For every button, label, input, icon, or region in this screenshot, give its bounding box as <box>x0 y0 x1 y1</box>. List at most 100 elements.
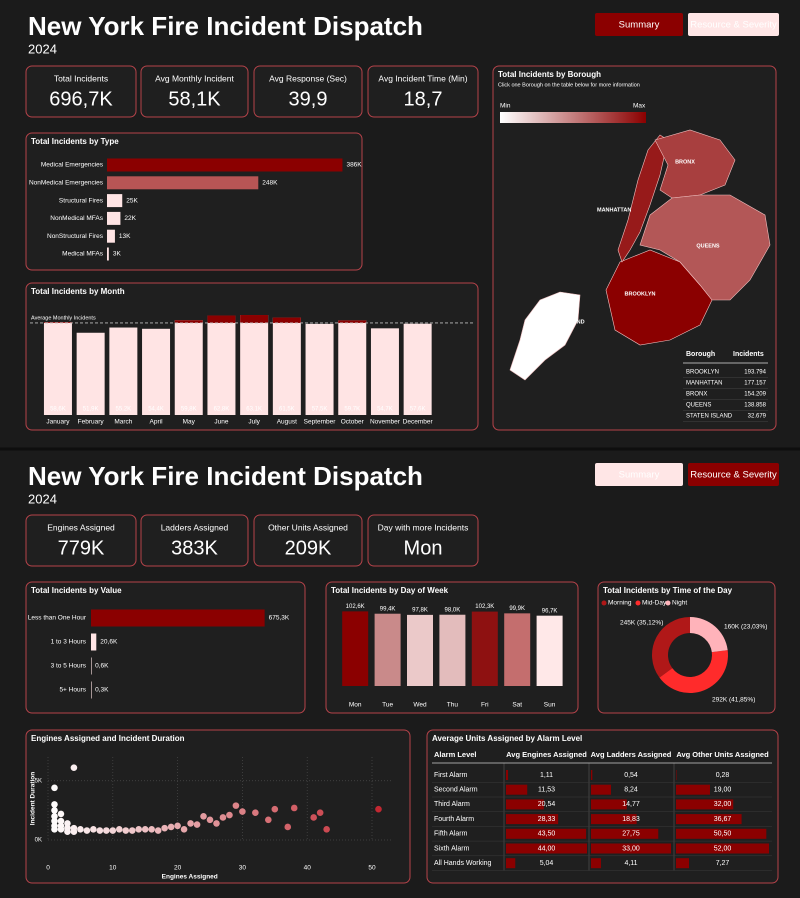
value-label: 61,5K <box>279 407 295 413</box>
scatter-point <box>316 809 324 817</box>
value-label: 0,6K <box>95 663 109 670</box>
table-header: Alarm Level <box>434 750 477 759</box>
kpi-value: 18,7 <box>404 88 443 110</box>
value-label: 62,8K <box>214 407 230 413</box>
scatter-point <box>77 826 84 833</box>
nav-button[interactable] <box>595 13 683 36</box>
nav-button[interactable] <box>688 13 779 36</box>
donut-label: 292K (41,85%) <box>712 697 755 704</box>
scatter-point <box>187 820 194 827</box>
category-label: Wed <box>413 702 427 709</box>
nav-button[interactable] <box>595 463 683 486</box>
column <box>407 614 433 686</box>
scatter-point <box>57 810 65 818</box>
scatter-point <box>51 826 58 833</box>
value-label: 57,6K <box>410 407 426 413</box>
category-label: 5+ Hours <box>59 687 86 694</box>
value-label: 102,6K <box>346 604 365 610</box>
category-label: October <box>341 419 365 426</box>
legend-gradient <box>500 112 646 123</box>
scatter-point <box>57 826 65 833</box>
scatter-point <box>239 808 246 815</box>
x-tick-label: 30 <box>239 865 247 872</box>
category-label: NonMedical MFAs <box>50 215 103 222</box>
kpi-label: Avg Monthly Incident <box>155 73 234 83</box>
table-cell: All Hands Working <box>434 860 492 867</box>
table-cell: 44,00 <box>538 845 556 852</box>
column <box>403 323 432 415</box>
value-label: 102,3K <box>475 604 494 610</box>
scatter-point <box>148 826 155 833</box>
chart-title: Total Incidents by Time of the Day <box>603 586 733 595</box>
bar <box>91 609 265 627</box>
table-cell: 19,00 <box>714 787 732 794</box>
kpi-value: 383K <box>171 537 218 559</box>
donut-segment <box>690 617 728 653</box>
bar <box>107 194 123 208</box>
data-bar <box>506 858 516 869</box>
kpi-label: Avg Response (Sec) <box>269 73 347 83</box>
table-header: Incidents <box>733 351 764 358</box>
data-bar <box>591 814 637 825</box>
data-bar <box>591 843 671 854</box>
nav-button-label: Summary <box>619 20 660 31</box>
table-cell: 1,11 <box>540 772 553 779</box>
data-bar <box>676 784 710 795</box>
category-label: Fri <box>481 702 489 709</box>
data-bar <box>676 770 677 780</box>
card <box>25 514 137 567</box>
value-label: 25K <box>126 197 138 204</box>
value-label: 99,9K <box>509 606 525 612</box>
scatter-point <box>70 828 78 835</box>
category-label: Sat <box>512 702 522 709</box>
table-cell: 0,54 <box>624 772 638 779</box>
category-label: Thu <box>447 702 459 709</box>
chart-title: Engines Assigned and Incident Duration <box>31 734 185 743</box>
column <box>471 611 498 686</box>
value-label: 13K <box>119 233 131 240</box>
scatter-point <box>310 814 317 821</box>
table-cell: 20,54 <box>538 801 556 808</box>
value-label: 57,5K <box>312 407 328 413</box>
data-bar <box>506 814 559 825</box>
scatter-point <box>193 821 201 828</box>
scatter-point <box>232 802 240 809</box>
category-label: September <box>304 419 337 426</box>
scatter-point <box>174 822 181 830</box>
kpi-value: 39,9 <box>289 88 328 110</box>
map-subtitle: Click one Borough on the table below for… <box>498 82 640 88</box>
table-cell: 43,50 <box>538 831 556 838</box>
column <box>76 332 105 415</box>
table-cell: 4,11 <box>624 860 637 867</box>
nav-button-label: Resource & Severity <box>690 20 777 31</box>
data-bar <box>676 843 769 854</box>
scatter-point <box>57 817 65 825</box>
kpi-value: 779K <box>58 537 105 559</box>
nav-button-label: Resource & Severity <box>690 470 777 481</box>
table-cell: 50,50 <box>714 831 732 838</box>
column <box>109 327 138 415</box>
value-label: 386K <box>346 162 362 169</box>
column-above-average <box>207 315 236 323</box>
scatter-point <box>109 827 117 834</box>
table-cell: 0,28 <box>716 772 730 779</box>
value-label: 0,3K <box>95 687 109 694</box>
donut-segment <box>659 650 728 693</box>
bar <box>107 158 343 172</box>
nav-button[interactable] <box>688 463 779 486</box>
donut-segment <box>651 617 690 678</box>
column <box>272 317 301 415</box>
scatter-point <box>167 823 175 831</box>
legend-label: Mid-Day <box>642 600 667 607</box>
y-axis-label: Incident Duration <box>30 772 37 825</box>
category-label: August <box>277 419 297 426</box>
scatter-point <box>226 811 233 819</box>
data-bar <box>676 828 767 839</box>
table-cell: 27,75 <box>622 831 640 838</box>
column <box>207 315 236 415</box>
dashboard-title: New York Fire Incident Dispatch <box>28 11 423 41</box>
legend-label: Morning <box>608 600 632 607</box>
column <box>536 615 563 686</box>
nav-button-label: Summary <box>619 470 660 481</box>
value-label: 96,7K <box>542 608 558 614</box>
